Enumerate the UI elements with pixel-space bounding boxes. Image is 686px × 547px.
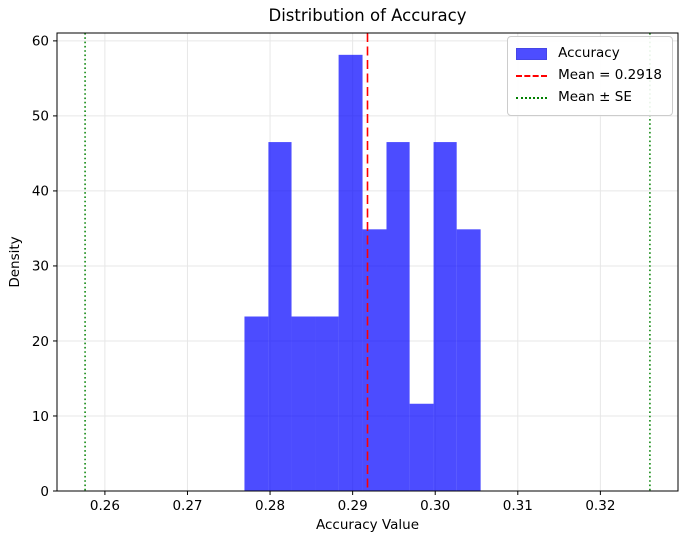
x-tick-label: 0.27 xyxy=(172,498,202,514)
x-tick-label: 0.29 xyxy=(338,498,368,514)
legend-label-accuracy: Accuracy xyxy=(558,45,620,62)
mean-dashed-line-swatch xyxy=(516,75,548,77)
y-tick-label: 60 xyxy=(32,34,49,50)
legend-swatch-col xyxy=(516,75,548,77)
histogram-bar xyxy=(315,316,339,491)
legend-swatch-col xyxy=(516,48,548,60)
legend-swatch-col xyxy=(516,97,548,99)
legend-label-mean: Mean = 0.2918 xyxy=(558,67,662,84)
histogram-bar xyxy=(433,142,457,491)
se-dotted-line-swatch xyxy=(516,97,548,99)
x-axis-label: Accuracy Value xyxy=(316,517,419,533)
legend-entry-accuracy: Accuracy xyxy=(516,43,662,65)
y-axis-label-text: Density xyxy=(7,236,23,288)
accuracy-patch-swatch xyxy=(516,48,548,60)
y-tick-label: 20 xyxy=(32,334,49,350)
x-tick-label: 0.30 xyxy=(420,498,450,514)
legend: Accuracy Mean = 0.2918 Mean ± SE xyxy=(507,36,673,116)
y-tick-label: 50 xyxy=(32,109,49,125)
x-tick-label: 0.32 xyxy=(585,498,615,514)
legend-entry-mean: Mean = 0.2918 xyxy=(516,65,662,87)
histogram-bar xyxy=(362,229,387,491)
histogram-bar xyxy=(386,142,410,491)
chart-title: Distribution of Accuracy xyxy=(268,6,467,25)
histogram-bar xyxy=(291,316,316,491)
histogram-bar xyxy=(456,229,481,491)
y-tick-label: 0 xyxy=(40,484,49,500)
x-tick-label: 0.28 xyxy=(255,498,285,514)
y-tick-label: 10 xyxy=(32,409,49,425)
histogram-bar xyxy=(338,54,363,491)
x-tick-label: 0.26 xyxy=(90,498,120,514)
histogram-bar xyxy=(409,403,434,491)
histogram-bar xyxy=(268,142,292,491)
axes-spines xyxy=(56,32,679,492)
histogram-bar xyxy=(244,316,269,491)
y-tick-label: 30 xyxy=(32,259,49,275)
x-tick-label: 0.31 xyxy=(503,498,533,514)
legend-entry-se: Mean ± SE xyxy=(516,87,662,109)
y-tick-label: 40 xyxy=(32,184,49,200)
legend-label-se: Mean ± SE xyxy=(558,89,632,106)
